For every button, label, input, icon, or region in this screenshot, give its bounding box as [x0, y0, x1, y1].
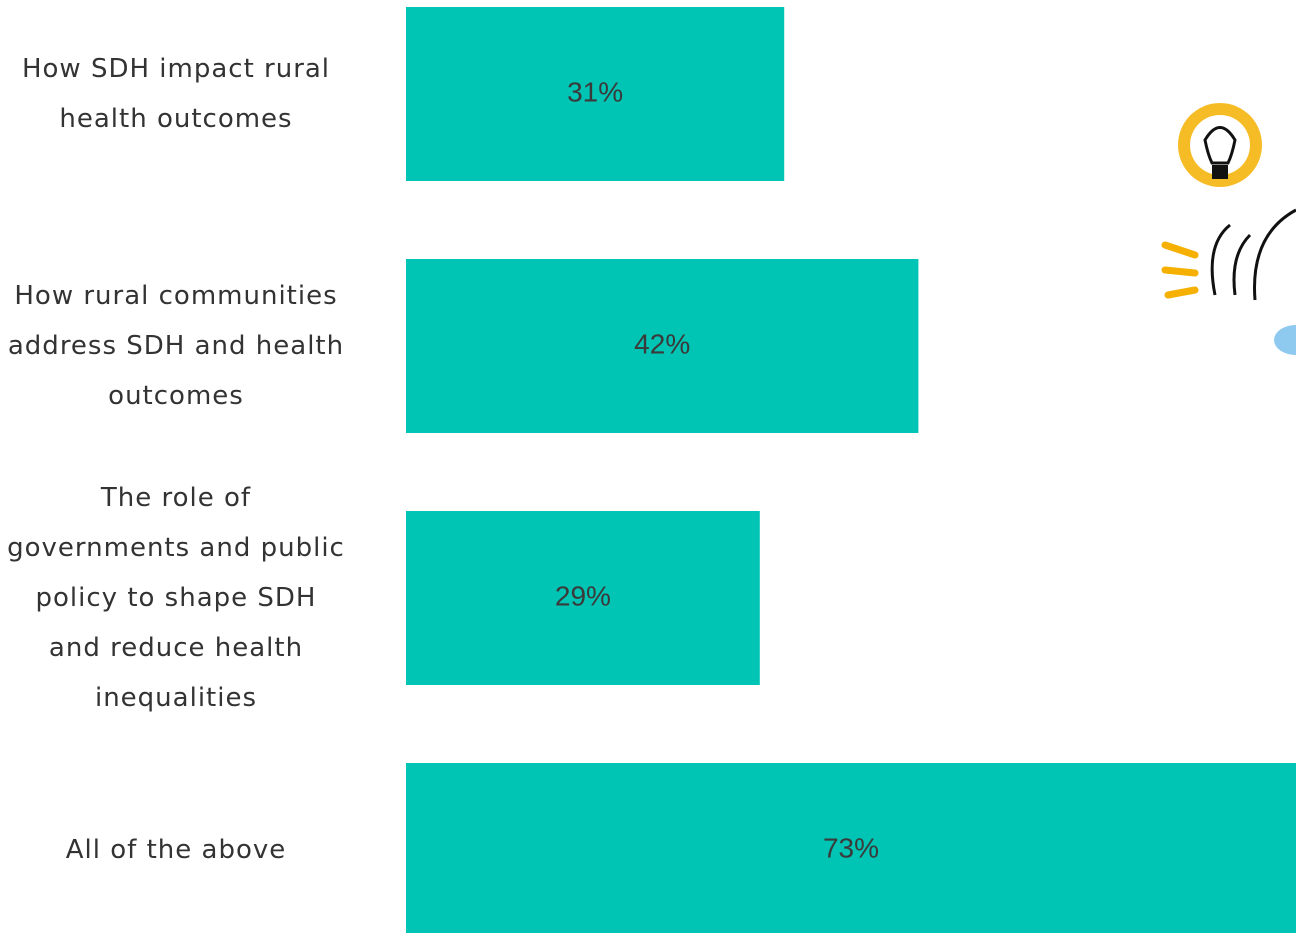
shoulder [1274, 325, 1296, 355]
head-outline [1210, 208, 1296, 301]
value-label: 73% [823, 832, 879, 863]
category-label: How rural communities address SDH and he… [7, 281, 345, 411]
category-label: The role of governments and public polic… [7, 483, 345, 713]
bulb-base [1212, 165, 1228, 179]
value-label: 31% [567, 76, 623, 107]
spark-lines [1161, 241, 1199, 299]
category-label: All of the above [65, 835, 287, 865]
bar [406, 511, 760, 685]
value-label: 29% [555, 580, 611, 611]
value-label: 42% [634, 328, 690, 359]
bar [406, 7, 785, 181]
lightbulb-illustration [1161, 103, 1296, 355]
bulb [1203, 126, 1237, 165]
bar [406, 259, 919, 433]
category-label: How SDH impact rural health outcomes [21, 54, 331, 134]
bar [406, 763, 1296, 933]
